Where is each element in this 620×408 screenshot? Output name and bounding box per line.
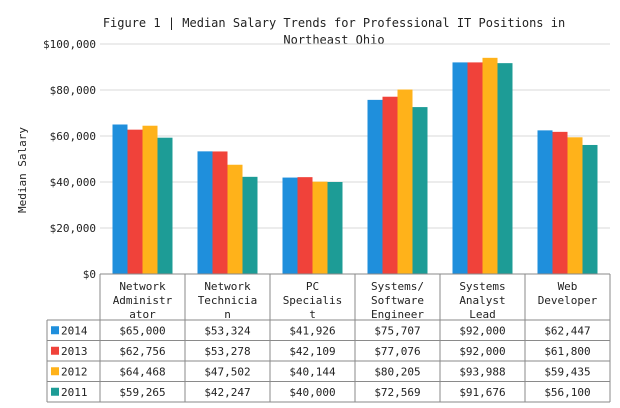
category-label: ator [129, 308, 156, 321]
chart-title-line-1: Figure 1 | Median Salary Trends for Prof… [103, 16, 565, 30]
data-label: $53,278 [204, 345, 250, 358]
bar-2012-4 [397, 89, 413, 274]
legend-swatch-2013 [51, 346, 59, 355]
data-label: $92,000 [459, 324, 505, 337]
category-label: Engineer [371, 308, 424, 321]
data-label: $80,205 [374, 365, 420, 378]
data-label: $65,000 [119, 324, 165, 337]
y-tick-label: $20,000 [50, 222, 96, 235]
bar-2011-1 [157, 137, 173, 274]
category-label: t [309, 308, 316, 321]
data-label: $75,707 [374, 324, 420, 337]
bar-2011-2 [242, 176, 258, 274]
data-label: $59,435 [544, 365, 590, 378]
bar-2013-5 [467, 62, 483, 275]
data-label: $77,076 [374, 345, 420, 358]
category-label: Specialis [283, 294, 343, 307]
data-label: $91,676 [459, 386, 505, 399]
legend-swatch-2014 [51, 326, 59, 335]
bar-2012-3 [312, 181, 328, 274]
data-label: $62,756 [119, 345, 165, 358]
y-tick-label: $0 [83, 268, 96, 281]
bar-2014-1 [112, 124, 128, 274]
data-label: $47,502 [204, 365, 250, 378]
bar-2011-5 [497, 63, 513, 274]
bars [112, 57, 598, 275]
data-table: NetworkAdministratorNetworkTechnicianPCS… [46, 273, 611, 403]
y-tick-label: $60,000 [50, 130, 96, 143]
data-label: $41,926 [289, 324, 335, 337]
bar-2012-1 [142, 125, 158, 274]
bar-2012-2 [227, 164, 243, 274]
chart-title-line-2: Northeast Ohio [283, 33, 384, 47]
bar-2013-6 [552, 131, 568, 274]
bar-2012-6 [567, 137, 583, 274]
y-tick-label: $100,000 [43, 38, 96, 51]
data-label: $64,468 [119, 365, 165, 378]
legend-label-2011: 2011 [61, 386, 88, 399]
legend-label-2014: 2014 [61, 324, 88, 337]
data-label: $61,800 [544, 345, 590, 358]
category-label: Developer [538, 294, 598, 307]
data-label: $62,447 [544, 324, 590, 337]
category-label: Systems/ [371, 280, 424, 293]
legend-label-2013: 2013 [61, 345, 88, 358]
category-label: n [224, 308, 231, 321]
bar-2014-3 [282, 177, 298, 274]
y-tick-label: $40,000 [50, 176, 96, 189]
bar-2014-5 [452, 62, 468, 275]
category-label: Lead [469, 308, 496, 321]
data-label: $72,569 [374, 386, 420, 399]
data-label: $56,100 [544, 386, 590, 399]
legend-label-2012: 2012 [61, 365, 88, 378]
category-label: Web [558, 280, 578, 293]
data-label: $93,988 [459, 365, 505, 378]
y-axis-ticks: $0 $20,000 $40,000 $60,000 $80,000 $100,000 [43, 38, 96, 281]
y-tick-label: $80,000 [50, 84, 96, 97]
bar-2011-3 [327, 182, 343, 274]
category-label: Network [119, 280, 166, 293]
category-label: Analyst [459, 294, 505, 307]
bar-2013-1 [127, 129, 143, 274]
category-label: Software [371, 294, 424, 307]
y-axis-label: Median Salary [16, 127, 29, 213]
bar-2012-5 [482, 57, 498, 274]
legend-swatch-2011 [51, 387, 59, 396]
data-label: $42,109 [289, 345, 335, 358]
bar-2013-4 [382, 96, 398, 275]
category-label: Systems [459, 280, 505, 293]
bar-2013-3 [297, 177, 313, 274]
data-label: $53,324 [204, 324, 251, 337]
data-label: $92,000 [459, 345, 505, 358]
data-label: $59,265 [119, 386, 165, 399]
bar-2014-6 [537, 130, 553, 274]
legend-swatch-2012 [51, 367, 59, 376]
bar-2014-2 [197, 151, 213, 274]
chart-title: Figure 1 | Median Salary Trends for Prof… [103, 16, 565, 47]
bar-2011-4 [412, 107, 428, 274]
bar-2011-6 [582, 144, 598, 274]
category-label: Network [204, 280, 251, 293]
data-label: $40,000 [289, 386, 335, 399]
category-label: PC [306, 280, 319, 293]
bar-2013-2 [212, 151, 228, 274]
category-label: Technicia [198, 294, 258, 307]
data-label: $40,144 [289, 365, 336, 378]
gridlines [100, 43, 610, 229]
category-label: Administr [113, 294, 173, 307]
bar-2014-4 [367, 99, 383, 274]
data-label: $42,247 [204, 386, 250, 399]
